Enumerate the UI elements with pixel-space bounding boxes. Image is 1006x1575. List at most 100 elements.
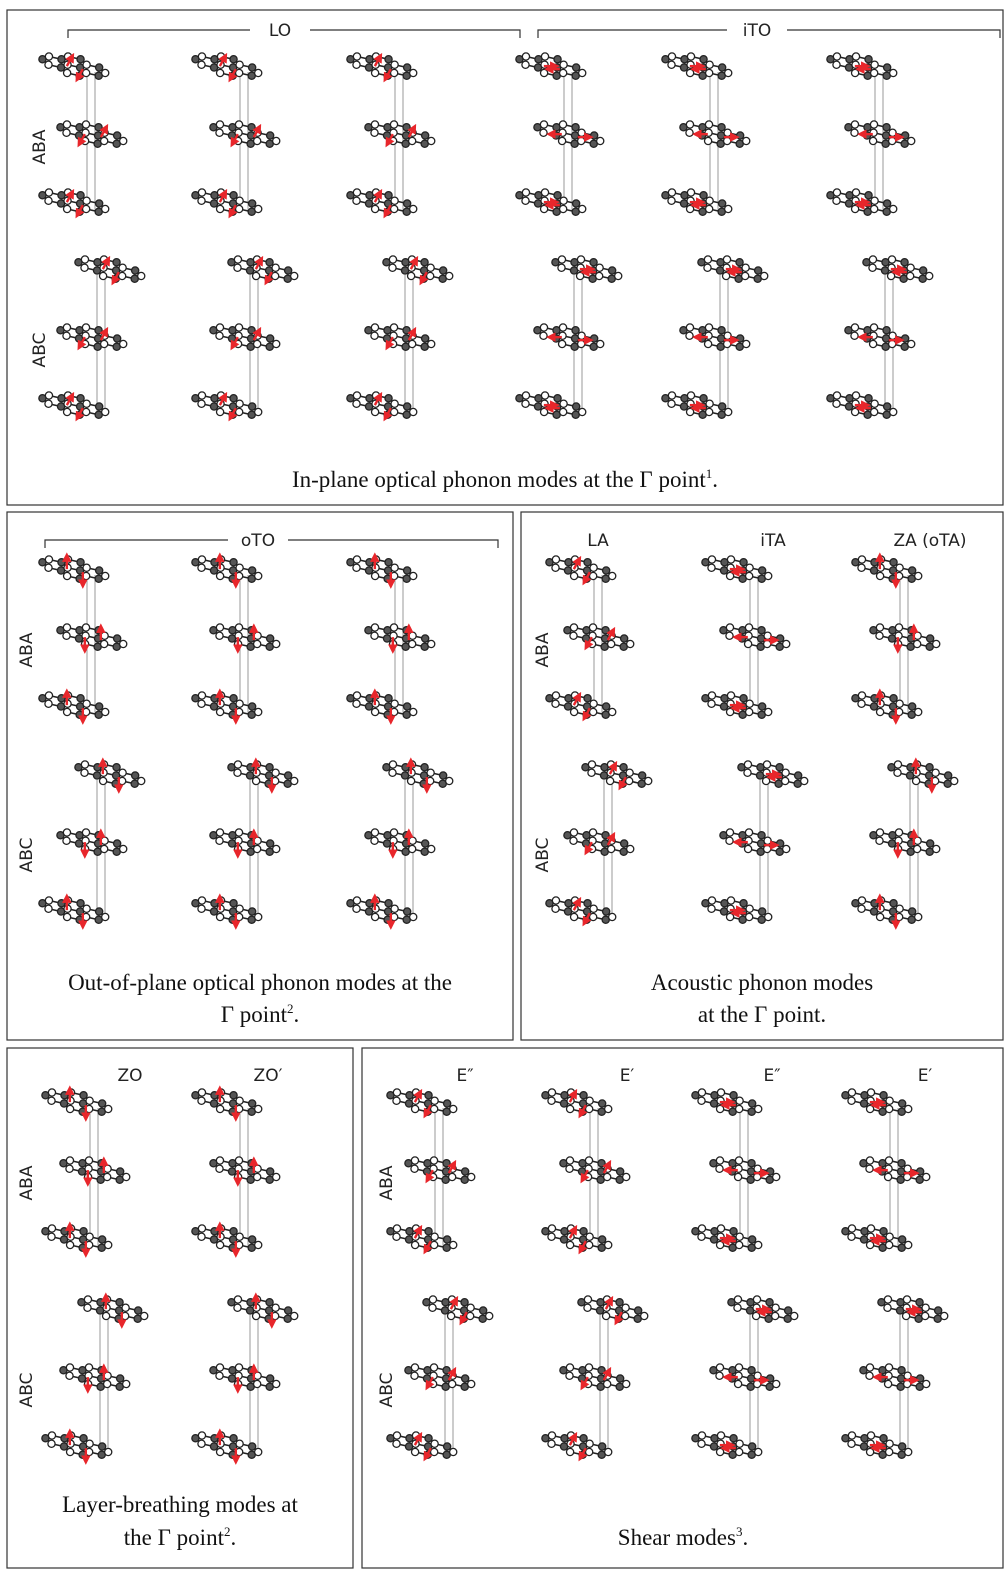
atom xyxy=(255,572,262,579)
caption: the Γ point2. xyxy=(124,1524,236,1550)
atom xyxy=(736,1105,743,1112)
atom xyxy=(783,640,790,647)
atom xyxy=(909,703,916,710)
atom xyxy=(725,205,732,212)
atom xyxy=(767,1375,774,1382)
atom xyxy=(852,53,859,60)
atom xyxy=(67,1448,74,1455)
atom xyxy=(886,1105,893,1112)
atom xyxy=(726,624,733,631)
atom xyxy=(687,408,694,415)
layer-stack xyxy=(192,1296,298,1460)
atom xyxy=(234,769,241,776)
atom xyxy=(408,777,415,784)
atom xyxy=(627,640,634,647)
atom xyxy=(736,1097,743,1104)
atom xyxy=(393,1225,400,1232)
atom xyxy=(230,559,237,566)
atom xyxy=(353,556,360,563)
atom xyxy=(903,1296,910,1303)
atom xyxy=(198,556,205,563)
atom xyxy=(896,905,903,912)
atom xyxy=(541,392,548,399)
atom xyxy=(586,1440,593,1447)
atom xyxy=(725,408,732,415)
atom xyxy=(908,340,915,347)
atom xyxy=(560,61,567,68)
atom xyxy=(735,1364,742,1371)
atom xyxy=(48,1225,55,1232)
atom xyxy=(248,327,255,334)
atom xyxy=(764,632,771,639)
atom xyxy=(865,395,872,402)
atom xyxy=(737,132,744,139)
atom xyxy=(266,259,273,266)
atom xyxy=(63,121,70,128)
atom xyxy=(870,340,877,347)
atom xyxy=(393,1440,400,1447)
caption-text: Out-of-plane optical phonon modes at the xyxy=(68,970,452,995)
atom xyxy=(266,1299,273,1306)
atom xyxy=(883,124,890,131)
column-label: ZA (oTA) xyxy=(893,531,966,551)
atom xyxy=(132,267,139,274)
atom xyxy=(372,913,379,920)
atom xyxy=(85,1364,92,1371)
atom xyxy=(909,908,916,915)
atom xyxy=(740,695,747,702)
atom xyxy=(708,700,715,707)
atom xyxy=(230,395,237,402)
atom xyxy=(64,708,71,715)
atom xyxy=(898,1367,905,1374)
atom xyxy=(541,408,548,415)
column-label: E″ xyxy=(763,1066,780,1086)
atom xyxy=(559,324,566,331)
atom xyxy=(540,121,547,128)
atom xyxy=(63,332,70,339)
atom xyxy=(248,124,255,131)
atom xyxy=(746,905,753,912)
atom xyxy=(605,1448,612,1455)
atom xyxy=(412,1105,419,1112)
atom xyxy=(833,197,840,204)
atom xyxy=(104,1380,111,1387)
atom xyxy=(372,69,379,76)
layer-stack xyxy=(192,256,298,418)
atom xyxy=(431,1105,438,1112)
atom xyxy=(467,1304,474,1311)
atom xyxy=(746,708,753,715)
atom xyxy=(448,1312,455,1319)
atom xyxy=(391,905,398,912)
atom xyxy=(584,559,591,566)
atom xyxy=(599,1100,606,1107)
atom xyxy=(103,1312,110,1319)
atom xyxy=(253,777,260,784)
atom xyxy=(230,192,237,199)
atom xyxy=(745,845,752,852)
atom xyxy=(886,1097,893,1104)
atom xyxy=(913,777,920,784)
atom xyxy=(96,567,103,574)
atom xyxy=(851,324,858,331)
atom xyxy=(726,837,733,844)
atom xyxy=(560,205,567,212)
atom xyxy=(372,408,379,415)
atom xyxy=(198,700,205,707)
atom xyxy=(852,69,859,76)
atom xyxy=(727,556,734,563)
atom xyxy=(86,1233,93,1240)
atom xyxy=(249,1100,256,1107)
atom xyxy=(923,1380,930,1387)
atom xyxy=(450,1241,457,1248)
atom xyxy=(627,845,634,852)
atom xyxy=(353,392,360,399)
atom xyxy=(249,703,256,710)
atom xyxy=(718,327,725,334)
atom xyxy=(744,769,751,776)
atom xyxy=(101,340,108,347)
atom xyxy=(914,640,921,647)
atom xyxy=(852,392,859,399)
atom xyxy=(102,913,109,920)
atom xyxy=(385,395,392,402)
atom xyxy=(217,572,224,579)
